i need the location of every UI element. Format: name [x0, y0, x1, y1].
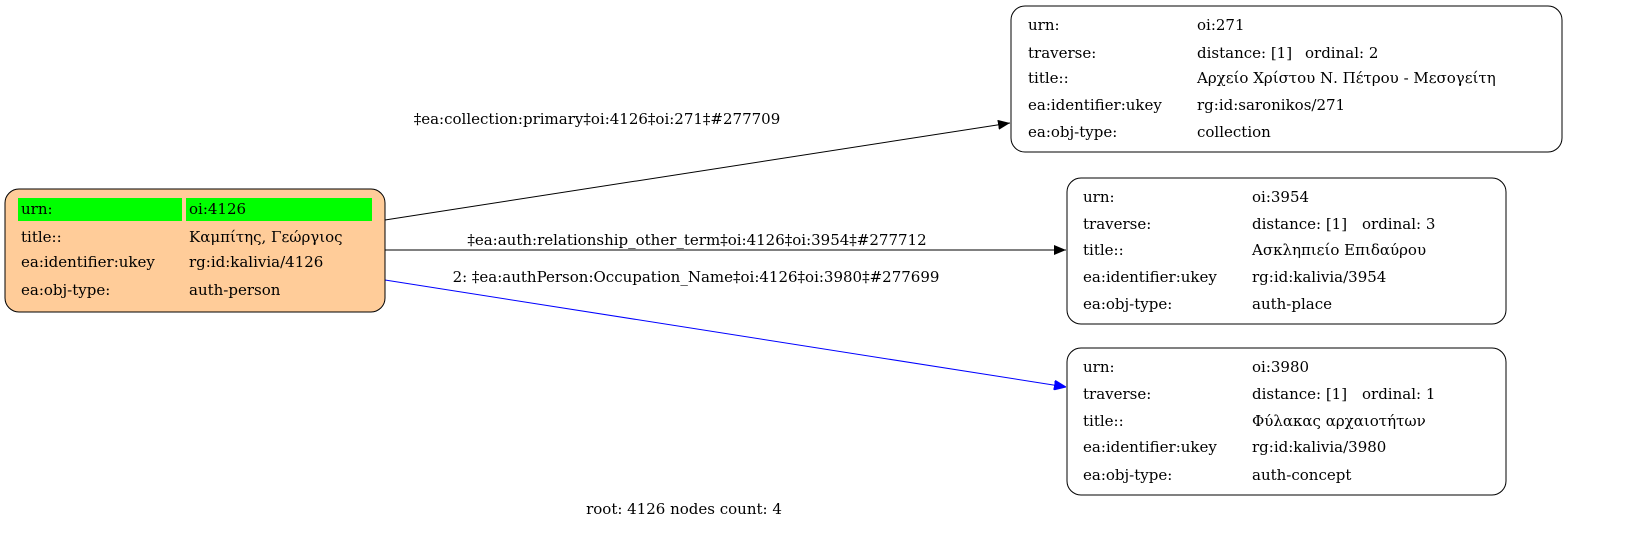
row-value: distance: [1]: [1252, 215, 1347, 233]
edge-occupation-name[interactable]: 2: ‡ea:authPerson:Occupation_Name‡oi:412…: [384, 268, 1066, 387]
row-value: ordinal: 3: [1362, 215, 1435, 233]
row-value: oi:4126: [189, 200, 246, 218]
node-box: [1066, 347, 1507, 496]
node-3954[interactable]: urn: oi:3954 traverse: distance: [1] ord…: [1066, 177, 1507, 325]
row-value: auth-place: [1252, 295, 1332, 313]
node-271[interactable]: urn: oi:271 traverse: distance: [1] ordi…: [1010, 5, 1563, 153]
highlight-cell: [186, 198, 372, 221]
row-key: traverse:: [1083, 215, 1151, 233]
highlight-cell: [18, 198, 182, 221]
row-value: auth-concept: [1252, 466, 1351, 484]
row-key: ea:identifier:ukey: [1083, 438, 1217, 456]
row-key: ea:obj-type:: [21, 281, 110, 299]
edge-label: ‡ea:auth:relationship_other_term‡oi:4126…: [467, 231, 926, 249]
edge-line: [384, 279, 1066, 387]
row-value: collection: [1197, 123, 1271, 141]
edge-label: ‡ea:collection:primary‡oi:4126‡oi:271‡#2…: [414, 110, 781, 128]
edge-line: [384, 119, 1011, 221]
row-value: rg:id:saronikos/271: [1197, 96, 1345, 114]
edge-collection-primary[interactable]: ‡ea:collection:primary‡oi:4126‡oi:271‡#2…: [384, 110, 1011, 221]
row-key: ea:identifier:ukey: [1083, 268, 1217, 286]
row-key: urn:: [1083, 358, 1115, 376]
row-value: rg:id:kalivia/4126: [189, 253, 323, 271]
row-key: ea:obj-type:: [1083, 295, 1172, 313]
row-key: title::: [1028, 69, 1069, 87]
row-key: urn:: [1083, 188, 1115, 206]
row-key: title::: [1083, 241, 1124, 259]
row-value: oi:271: [1197, 16, 1245, 34]
node-3980[interactable]: urn: oi:3980 traverse: distance: [1] ord…: [1066, 347, 1507, 496]
row-value: oi:3980: [1252, 358, 1309, 376]
graph-footer: root: 4126 nodes count: 4: [586, 500, 782, 518]
row-value: ordinal: 1: [1362, 385, 1435, 403]
node-box: [1066, 177, 1507, 325]
row-value: auth-person: [189, 281, 281, 299]
edge-relationship-other-term[interactable]: ‡ea:auth:relationship_other_term‡oi:4126…: [385, 231, 1066, 255]
row-value: rg:id:kalivia/3980: [1252, 438, 1386, 456]
row-value: ordinal: 2: [1305, 44, 1378, 62]
row-value: oi:3954: [1252, 188, 1309, 206]
row-value: Αρχείο Χρίστου Ν. Πέτρου - Μεσογείτη: [1196, 69, 1496, 87]
node-root-4126[interactable]: urn: oi:4126 title:: Καμπίτης, Γεώργιος …: [4, 188, 386, 313]
edge-label: 2: ‡ea:authPerson:Occupation_Name‡oi:412…: [453, 268, 940, 286]
row-key: traverse:: [1028, 44, 1096, 62]
row-value: rg:id:kalivia/3954: [1252, 268, 1386, 286]
row-value: Καμπίτης, Γεώργιος: [189, 228, 343, 246]
row-key: ea:identifier:ukey: [1028, 96, 1162, 114]
row-key: ea:identifier:ukey: [21, 253, 155, 271]
row-key: ea:obj-type:: [1028, 123, 1117, 141]
row-value: distance: [1]: [1252, 385, 1347, 403]
row-key: urn:: [1028, 16, 1060, 34]
row-key: title::: [21, 228, 62, 246]
row-value: Φύλακας αρχαιοτήτων: [1252, 412, 1426, 430]
row-key: title::: [1083, 412, 1124, 430]
row-key: urn:: [21, 200, 53, 218]
row-value: Ασκληπιείο Επιδαύρου: [1251, 241, 1426, 259]
row-key: ea:obj-type:: [1083, 466, 1172, 484]
row-value: distance: [1]: [1197, 44, 1292, 62]
row-key: traverse:: [1083, 385, 1151, 403]
node-box: [1010, 5, 1563, 153]
